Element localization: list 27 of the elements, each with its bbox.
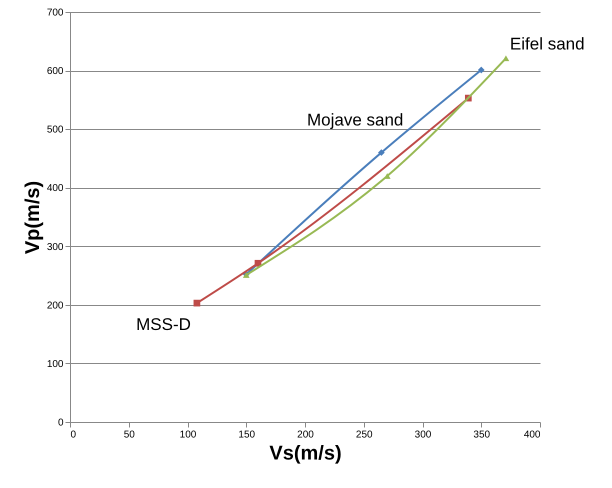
x-tick-label: 150 <box>238 430 256 440</box>
y-tick-label: 500 <box>46 124 64 136</box>
x-tick-label: 400 <box>524 430 541 440</box>
point <box>378 149 385 156</box>
y-tick-label: 600 <box>46 66 64 78</box>
point <box>254 260 262 267</box>
point <box>478 66 485 74</box>
x-tick-label: 50 <box>124 430 136 440</box>
y-tick-label: 100 <box>46 358 64 370</box>
series-label: MSS-D <box>136 315 191 334</box>
x-tick-label: 200 <box>297 430 314 440</box>
point <box>502 55 510 62</box>
series-label: Mojave sand <box>306 110 404 130</box>
y-axis-title: Vp(m/s) <box>22 180 44 254</box>
x-tick-label: 250 <box>356 430 374 440</box>
y-tick-label: 700 <box>46 8 64 18</box>
x-tick-label: 0 <box>70 430 76 440</box>
y-tick-label: 200 <box>46 300 64 312</box>
y-tick-label: 0 <box>58 418 64 428</box>
x-axis-title: Vs(m/s) <box>269 442 342 464</box>
x-tick-label: 350 <box>473 430 491 440</box>
y-tick-label: 400 <box>46 183 64 194</box>
series-label: Eifel sand <box>510 34 585 54</box>
y-tick-label: 300 <box>46 242 64 253</box>
x-tick-label: 300 <box>414 430 432 440</box>
x-tick-label: 100 <box>180 430 197 440</box>
point <box>194 300 200 306</box>
